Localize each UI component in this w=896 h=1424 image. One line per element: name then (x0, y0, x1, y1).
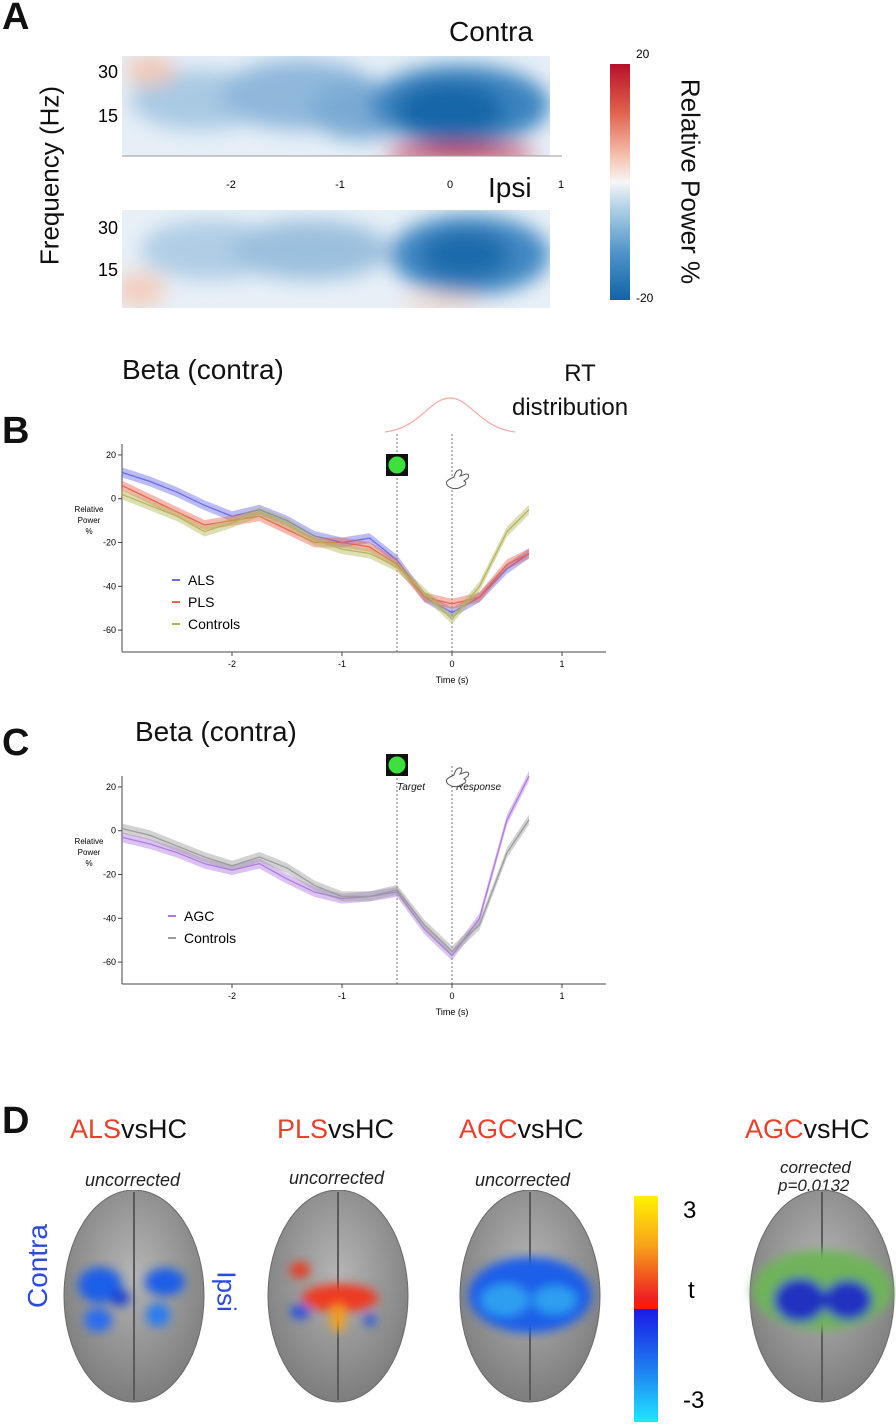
chart-c-response-hand-icon (445, 767, 470, 788)
chart-b-line-pls (121, 485, 530, 605)
chart-c-band-controls (122, 814, 529, 957)
chart-b-response-hand-icon (445, 469, 470, 490)
chart-b-line-controls (121, 493, 530, 621)
chart-c-xlabel: Time (s) (436, 1007, 469, 1017)
chart-b-line-als (121, 471, 530, 614)
chart-c-legend-agc: AGC (184, 908, 214, 924)
chart-c-ylabel: % (85, 859, 92, 868)
chart-c-line-controls (121, 819, 530, 953)
chart-b-ytick-label: 0 (111, 494, 116, 504)
chart-c-xtick-label: 1 (559, 991, 564, 1001)
chart-c-xtick-label: -1 (338, 991, 346, 1001)
brain-maps: 3 t -3 (63, 1190, 895, 1422)
chart-c-line-agc (121, 775, 530, 957)
chart-c-xtick-label: 0 (449, 991, 454, 1001)
ipsi-title: Ipsi (488, 172, 532, 203)
tf-spectrograms: 30 15 -2 -1 0 1 30 15 20 -20 (98, 47, 654, 308)
contra-xtick-m1: -1 (335, 179, 345, 191)
chart-b-legend-controls: Controls (188, 616, 240, 632)
contra-spectrogram (122, 56, 550, 156)
chart-b-xlabel: Time (s) (436, 675, 469, 685)
t-colorbar-min: -3 (683, 1387, 704, 1414)
panel-a-letter: A (2, 0, 30, 38)
comparison-title-4: AGCvsHC (745, 1114, 870, 1144)
chart-b-target-dot-icon (388, 456, 406, 474)
colorbar-min: -20 (636, 291, 654, 305)
contra-title: Contra (449, 16, 534, 47)
chart-b-ylabel: Relative (75, 505, 104, 514)
note-uncorrected-2: uncorrected (289, 1168, 385, 1188)
chart-c-ylabel: Power (78, 848, 101, 857)
brain-pls-vs-hc (267, 1190, 409, 1403)
chart-b-ylabel: Power (78, 516, 101, 525)
chart-b-xtick-label: 0 (449, 659, 454, 669)
contra-ytick-30: 30 (98, 62, 118, 82)
rt-label-1: RT (564, 360, 596, 387)
contra-xtick-m2: -2 (226, 179, 236, 191)
chart-c-ytick-label: 20 (106, 782, 116, 792)
brain-als-vs-hc (63, 1190, 205, 1403)
chart-c-ytick-label: -20 (103, 870, 116, 880)
chart-b-band-controls (122, 489, 529, 625)
ipsi-spectrogram (122, 210, 550, 308)
panel-c-title: Beta (contra) (135, 716, 297, 747)
chart-c-ytick-label: -60 (103, 957, 116, 967)
panel-b-title: Beta (contra) (122, 354, 284, 385)
chart-c-ytick-label: 0 (111, 826, 116, 836)
brain-agc-vs-hc-uncorrected (459, 1190, 601, 1403)
ipsi-ytick-15: 15 (98, 260, 118, 280)
chart-b-legend-pls: PLS (188, 594, 214, 610)
contra-ytick-15: 15 (98, 106, 118, 126)
response-label: Response (456, 782, 502, 793)
t-colorbar-label: t (688, 1277, 695, 1304)
note-pvalue: p=0.0132 (778, 1176, 850, 1195)
chart-b-ytick-label: -20 (103, 538, 116, 548)
chart-c-xtick-label: -2 (228, 991, 236, 1001)
chart-c-legend-controls: Controls (184, 930, 236, 946)
contra-xtick-0: 0 (447, 179, 453, 191)
t-colorbar-max: 3 (683, 1197, 696, 1224)
note-corrected: corrected (780, 1158, 851, 1177)
rt-label-2: distribution (512, 394, 629, 421)
contra-xtick-1: 1 (558, 179, 564, 191)
beta-chart-b: 20 0 -20 -40 -60 -2 -1 0 1 Time (s) Relative Power%… (75, 397, 606, 685)
colorbar-max: 20 (636, 47, 650, 61)
brain-agc-vs-hc-corrected (749, 1190, 895, 1403)
chart-c-ytick-label: -40 (103, 913, 116, 923)
note-uncorrected-1: uncorrected (85, 1170, 181, 1190)
beta-chart-c: 20 0 -20 -40 -60 -2 -1 0 1 Time (s) Relative Power%… (75, 754, 606, 1017)
chart-b-legend-als: ALS (188, 572, 214, 588)
t-colorbar (634, 1196, 658, 1422)
panel-b-letter: B (2, 410, 30, 452)
chart-b-xtick-label: -2 (228, 659, 236, 669)
colorbar-label: Relative Power % (675, 78, 706, 285)
chart-c-ylabel: Relative (75, 837, 104, 846)
comparison-title-2: PLSvsHC (277, 1114, 395, 1144)
chart-b-ytick-label: -60 (103, 625, 116, 635)
chart-b-ylabel: % (85, 527, 92, 536)
chart-b-xtick-label: -1 (338, 659, 346, 669)
panel-c-letter: C (2, 722, 30, 764)
chart-c-target-dot-icon (388, 756, 406, 774)
panel-d-letter: D (2, 1100, 30, 1142)
comparison-title-3: AGCvsHC (459, 1114, 584, 1144)
comparison-title-1: ALSvsHC (70, 1114, 188, 1144)
chart-b-ytick-label: 20 (106, 450, 116, 460)
chart-b-ytick-label: -40 (103, 581, 116, 591)
target-label: Target (397, 782, 425, 793)
chart-b-xtick-label: 1 (559, 659, 564, 669)
ipsi-ytick-30: 30 (98, 218, 118, 238)
note-uncorrected-3: uncorrected (475, 1170, 571, 1190)
chart-b-band-pls (122, 480, 529, 609)
power-colorbar (610, 64, 630, 300)
chart-c-band-agc (122, 771, 529, 961)
rt-distribution-curve (384, 397, 516, 433)
